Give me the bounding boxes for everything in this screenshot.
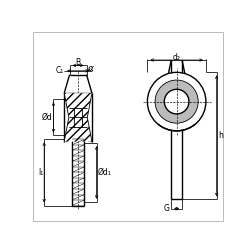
Circle shape <box>164 89 189 114</box>
Text: l₁: l₁ <box>38 168 44 177</box>
Text: B: B <box>76 58 81 67</box>
Polygon shape <box>64 93 92 118</box>
Text: α: α <box>88 64 94 73</box>
Text: d₂: d₂ <box>173 53 181 62</box>
Text: Ød₁: Ød₁ <box>97 168 111 177</box>
Text: C₁: C₁ <box>55 66 64 75</box>
Circle shape <box>148 72 206 131</box>
Circle shape <box>155 80 198 123</box>
Text: h: h <box>218 132 224 140</box>
Polygon shape <box>64 118 92 142</box>
Text: Ød: Ød <box>42 113 53 122</box>
Text: G: G <box>164 204 170 213</box>
